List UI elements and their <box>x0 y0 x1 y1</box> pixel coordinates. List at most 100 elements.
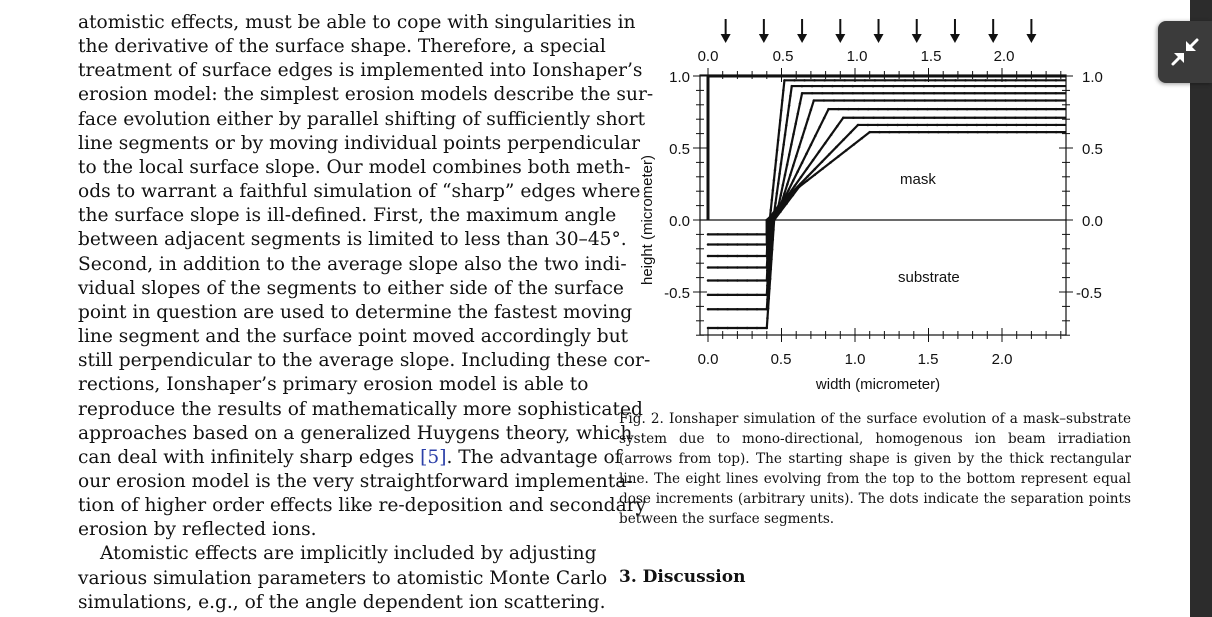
text-line: atomistic effects, must be able to cope … <box>78 12 636 33</box>
segment-dot <box>767 297 771 300</box>
segment-dot <box>886 123 889 127</box>
x-tick-bottom: 0.0 <box>698 351 719 368</box>
segment-dot <box>788 153 791 156</box>
segment-dot <box>1044 123 1048 127</box>
segment-dot <box>706 243 710 246</box>
segment-dot <box>736 279 739 282</box>
surface-curve <box>708 123 1066 311</box>
ion-arrow-head <box>720 34 731 43</box>
segment-dot <box>726 293 729 297</box>
text-line: erosion by reflected ions. <box>78 519 317 541</box>
segment-dot <box>821 84 824 88</box>
text-line: the derivative of the surface shape. The… <box>78 36 606 58</box>
text-line: still perpendicular to the average slope… <box>78 350 651 372</box>
segment-dot <box>785 202 788 205</box>
text-line: rections, Ionshaper’s primary erosion mo… <box>78 374 589 396</box>
segment-dot <box>1005 130 1009 134</box>
segment-dot <box>852 99 856 102</box>
segment-dot <box>827 107 830 111</box>
segment-dot <box>768 277 772 281</box>
initial-surface-line <box>706 74 1066 220</box>
segment-dot <box>882 116 885 120</box>
segment-dot <box>835 145 838 149</box>
segment-dot <box>782 89 785 92</box>
segment-dot <box>1024 92 1027 95</box>
text-line: line segments or by moving individual po… <box>78 132 640 154</box>
segment-dot <box>1035 123 1038 127</box>
segment-dot <box>927 130 930 134</box>
segment-dot <box>912 92 915 95</box>
caption-line: line. The eight lines evolving from the … <box>619 471 1131 487</box>
segment-dot <box>963 99 967 102</box>
segment-dot <box>771 188 775 192</box>
segment-dot <box>956 130 960 134</box>
segment-dot <box>821 167 824 170</box>
segment-dot <box>1005 123 1008 127</box>
segment-dot <box>796 112 800 115</box>
segment-dot <box>893 79 897 82</box>
segment-dot <box>1044 79 1048 82</box>
segment-dot <box>902 84 905 88</box>
text-fragment: . The advantage of <box>446 446 622 468</box>
text-line: Atomistic effects are implicitly include… <box>100 543 597 565</box>
segment-dot <box>944 79 947 82</box>
x-tick-top: 0.0 <box>698 48 719 65</box>
segment-dot <box>772 218 776 222</box>
segment-dot <box>934 79 937 82</box>
segment-dot <box>923 79 927 82</box>
text-line: various simulation parameters to atomist… <box>78 567 608 589</box>
segment-dot <box>794 154 798 158</box>
text-fragment: can deal with infinitely sharp edges <box>78 446 421 468</box>
segment-dot <box>778 172 781 176</box>
ion-arrow-head <box>758 34 769 43</box>
segment-dot <box>774 201 777 205</box>
scrollbar[interactable] <box>1190 0 1212 617</box>
segment-dot <box>953 99 957 102</box>
segment-dot <box>827 153 831 156</box>
text-line: face evolution either by parallel shifti… <box>78 108 646 130</box>
text-line: approaches based on a generalized Huygen… <box>78 422 633 444</box>
segment-dot <box>736 293 739 297</box>
segment-dot <box>787 188 791 191</box>
segment-dot <box>955 123 959 127</box>
segment-dot <box>985 107 989 111</box>
segment-dot <box>776 138 780 142</box>
ion-arrow-head <box>873 34 884 43</box>
segment-dot <box>777 128 781 132</box>
simulation-figure: 0.0 0.5 1.0 1.5 2.0 0.0 0.5 1.0 1.5 2.0 … <box>639 19 1103 393</box>
segment-dot <box>792 189 795 193</box>
ion-arrow-head <box>911 34 922 43</box>
segment-dot <box>716 243 720 246</box>
caption-line: system due to mono-directional, homogeno… <box>619 431 1131 447</box>
segment-dot <box>813 173 817 176</box>
segment-dot <box>853 79 857 82</box>
segment-dot <box>975 107 979 111</box>
segment-dot <box>841 84 844 88</box>
segment-dot <box>755 233 759 236</box>
segment-dot <box>984 99 987 102</box>
segment-dot <box>1044 84 1047 88</box>
segment-dot <box>792 132 795 136</box>
ion-arrow-head <box>949 34 960 43</box>
segment-dot <box>975 123 979 127</box>
segment-dot <box>1034 116 1037 120</box>
segment-dot <box>1003 84 1007 88</box>
segment-dot <box>773 168 777 172</box>
segment-dot <box>817 150 821 153</box>
segment-dot <box>726 326 729 330</box>
segment-dot <box>953 116 956 120</box>
segment-dot <box>1054 99 1058 102</box>
reference-link[interactable]: [5] <box>420 446 447 468</box>
segment-dot <box>1015 123 1018 127</box>
segment-dot <box>706 326 710 330</box>
segment-dot <box>774 158 778 162</box>
segment-dot <box>1054 123 1058 127</box>
segment-dot <box>1013 84 1017 88</box>
segment-dot <box>805 167 809 170</box>
segment-dot <box>1045 130 1048 134</box>
figure-caption: Fig. 2. Ionshaper simulation of the surf… <box>619 409 1131 529</box>
x-tick-top: 1.5 <box>921 48 942 65</box>
exit-fullscreen-button[interactable] <box>1158 21 1212 83</box>
segment-dot <box>937 130 940 134</box>
segment-dot <box>706 233 710 236</box>
